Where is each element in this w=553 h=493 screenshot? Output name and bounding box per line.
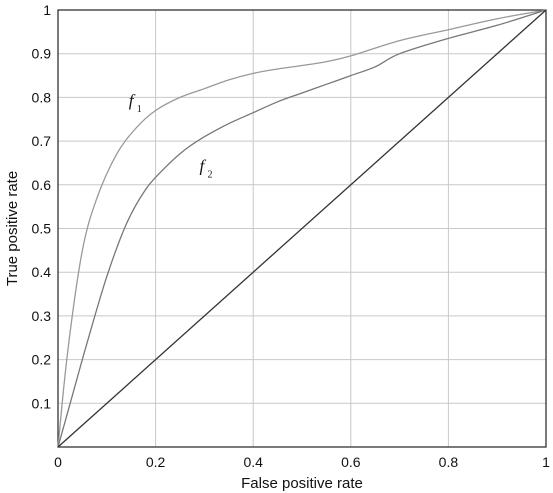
curve-labels: f 1f 2	[129, 91, 213, 181]
y-axis-label: True positive rate	[4, 171, 21, 286]
x-tick-label: 0.2	[146, 454, 166, 470]
x-tick-label: 0	[54, 454, 62, 470]
curve-label-sub-f2: 2	[208, 170, 213, 181]
y-tick-label: 0.4	[32, 264, 52, 280]
y-tick-label: 0.6	[32, 177, 52, 193]
y-tick-label: 0.2	[32, 352, 52, 368]
y-tick-label: 0.5	[32, 221, 52, 237]
y-tick-label: 0.7	[32, 133, 52, 149]
series-line-diagonal	[57, 9, 547, 448]
curve-label-sub-f1: 1	[137, 104, 142, 115]
y-tick-label: 0.1	[32, 395, 52, 411]
y-tick-label: 1	[43, 2, 51, 18]
curve-label-f2: f	[200, 157, 207, 176]
plot-frame	[57, 9, 547, 448]
x-tick-label: 1	[542, 454, 550, 470]
x-tick-label: 0.8	[439, 454, 459, 470]
series-line-f1	[57, 9, 547, 448]
y-tick-label: 0.8	[32, 89, 52, 105]
tick-labels: 0 0.2 0.4 0.6 0.8 1 0.1 0.2 0.3 0.4 0.5 0.6 0.7 0.8 0.…	[32, 2, 551, 470]
y-tick-label: 0.3	[32, 308, 52, 324]
curve-label-f1: f	[129, 91, 136, 110]
series-group	[57, 9, 547, 448]
x-tick-label: 0.6	[341, 454, 361, 470]
y-tick-label: 0.9	[32, 46, 52, 62]
x-tick-label: 0.4	[243, 454, 263, 470]
series-line-f2	[57, 9, 547, 448]
x-axis-label: False positive rate	[241, 475, 363, 492]
grid	[58, 10, 546, 447]
